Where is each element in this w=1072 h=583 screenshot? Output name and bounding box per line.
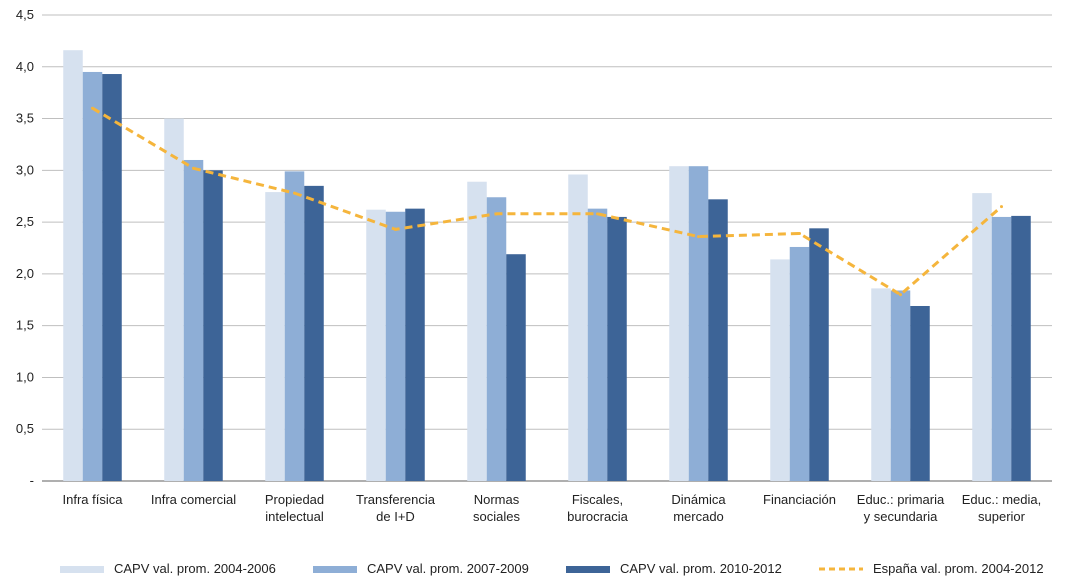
x-category-label-10: Educ.: media, superior bbox=[962, 492, 1042, 524]
bar-series2-cat9 bbox=[890, 290, 911, 481]
bar-series3-cat6 bbox=[607, 216, 627, 481]
legend-label-4: España val. prom. 2004-2012 bbox=[873, 561, 1044, 576]
bar-series2-cat10 bbox=[991, 216, 1012, 481]
legend-label-1: CAPV val. prom. 2004-2006 bbox=[114, 561, 276, 576]
bar-series3-cat2 bbox=[203, 170, 223, 482]
x-category-label-9: Educ.: primaria y secundaria bbox=[857, 492, 945, 524]
y-tick-label-0: - bbox=[30, 473, 34, 488]
x-category-label-6: Fiscales, burocracia bbox=[567, 492, 628, 524]
x-category-label-2: Infra comercial bbox=[151, 492, 236, 507]
line-point-4 bbox=[394, 227, 397, 231]
x-category-label-5: Normas sociales bbox=[473, 492, 520, 524]
legend-swatch-1 bbox=[60, 566, 104, 573]
legend-label-3: CAPV val. prom. 2010-2012 bbox=[620, 561, 782, 576]
bar-series3-cat3 bbox=[304, 185, 324, 481]
line-point-6 bbox=[596, 212, 599, 216]
bar-series1-cat6 bbox=[568, 174, 588, 481]
bar-series1-cat5 bbox=[467, 181, 487, 482]
bar-series3-cat1 bbox=[102, 74, 122, 481]
bar-series3-cat9 bbox=[910, 305, 930, 481]
bar-series3-cat4 bbox=[405, 208, 425, 481]
y-tick-label-3: 1,5 bbox=[16, 318, 34, 333]
line-point-7 bbox=[697, 235, 700, 239]
y-tick-label-9: 4,5 bbox=[16, 7, 34, 22]
legend-swatch-3 bbox=[566, 566, 610, 573]
legend-swatch-2 bbox=[313, 566, 357, 573]
bar-series2-cat7 bbox=[688, 166, 709, 482]
y-tick-label-1: 0,5 bbox=[16, 421, 34, 436]
y-tick-label-5: 2,5 bbox=[16, 214, 34, 229]
bar-series3-cat7 bbox=[708, 199, 728, 481]
bar-series1-cat8 bbox=[770, 259, 790, 481]
bar-series2-cat3 bbox=[284, 171, 305, 481]
bar-series1-cat3 bbox=[265, 192, 285, 481]
x-category-label-3: Propiedad intelectual bbox=[265, 492, 324, 524]
bar-series2-cat1 bbox=[82, 71, 103, 481]
line-point-8 bbox=[798, 232, 801, 236]
line-point-2 bbox=[192, 166, 195, 170]
bar-series2-cat5 bbox=[486, 197, 507, 481]
bar-series2-cat6 bbox=[587, 208, 608, 481]
bar-series1-cat4 bbox=[366, 209, 386, 481]
bar-series1-cat7 bbox=[669, 166, 689, 482]
x-category-label-7: Dinámica mercado bbox=[671, 492, 726, 524]
y-tick-label-7: 3,5 bbox=[16, 111, 34, 126]
bar-series3-cat10 bbox=[1011, 215, 1031, 482]
bar-series3-cat5 bbox=[506, 254, 526, 481]
bar-series1-cat2 bbox=[164, 118, 184, 482]
bar-series1-cat9 bbox=[871, 288, 891, 481]
x-category-label-1: Infra física bbox=[63, 492, 124, 507]
line-point-5 bbox=[495, 212, 498, 216]
bar-series3-cat8 bbox=[809, 228, 829, 481]
legend-label-2: CAPV val. prom. 2007-2009 bbox=[367, 561, 529, 576]
x-category-label-8: Financiación bbox=[763, 492, 836, 507]
bar-series2-cat2 bbox=[183, 159, 204, 481]
x-category-label-4: Transferencia de I+D bbox=[356, 492, 436, 524]
bar-series2-cat8 bbox=[789, 246, 810, 481]
line-point-1 bbox=[91, 106, 94, 110]
y-tick-label-8: 4,0 bbox=[16, 59, 34, 74]
y-tick-label-4: 2,0 bbox=[16, 266, 34, 281]
line-series-1 bbox=[91, 106, 1003, 297]
line-point-10 bbox=[1000, 205, 1003, 209]
line-point-9 bbox=[899, 293, 902, 297]
bar-series2-cat4 bbox=[385, 211, 406, 481]
y-tick-label-6: 3,0 bbox=[16, 162, 34, 177]
y-tick-label-2: 1,0 bbox=[16, 369, 34, 384]
bar-series1-cat1 bbox=[63, 50, 83, 481]
bar-series1-cat10 bbox=[972, 193, 992, 482]
line-point-3 bbox=[293, 191, 296, 195]
